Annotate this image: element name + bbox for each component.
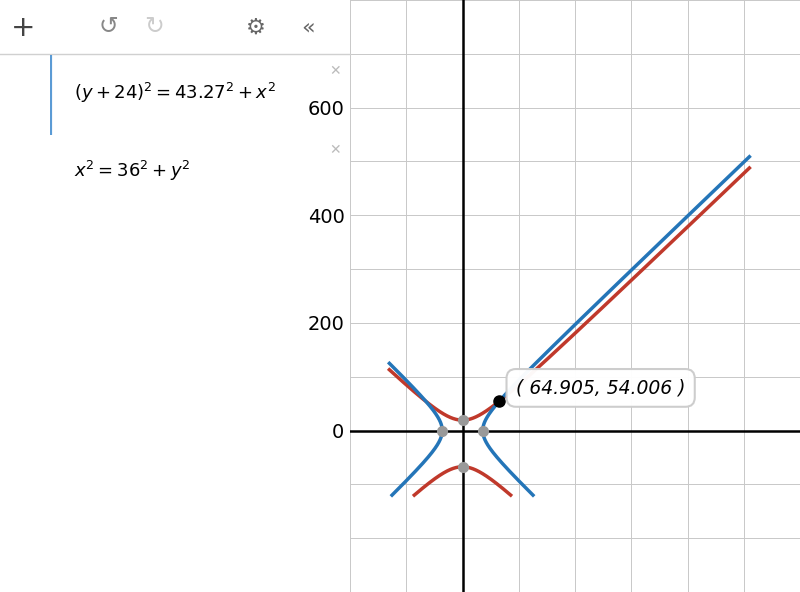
Text: ↻: ↻ [144,14,164,38]
Text: ↺: ↺ [98,14,118,38]
Text: ✕: ✕ [329,64,341,78]
Text: $x^2 = 36^2 + y^2$: $x^2 = 36^2 + y^2$ [74,159,190,183]
Text: ( 64.905, 54.006 ): ( 64.905, 54.006 ) [516,378,686,397]
Text: ⚙: ⚙ [246,18,266,37]
Text: «: « [301,18,315,37]
Text: ✕: ✕ [329,143,341,157]
Text: $(y + 24)^2 = 43.27^2 + x^2$: $(y + 24)^2 = 43.27^2 + x^2$ [74,81,276,105]
Text: +: + [10,14,35,41]
